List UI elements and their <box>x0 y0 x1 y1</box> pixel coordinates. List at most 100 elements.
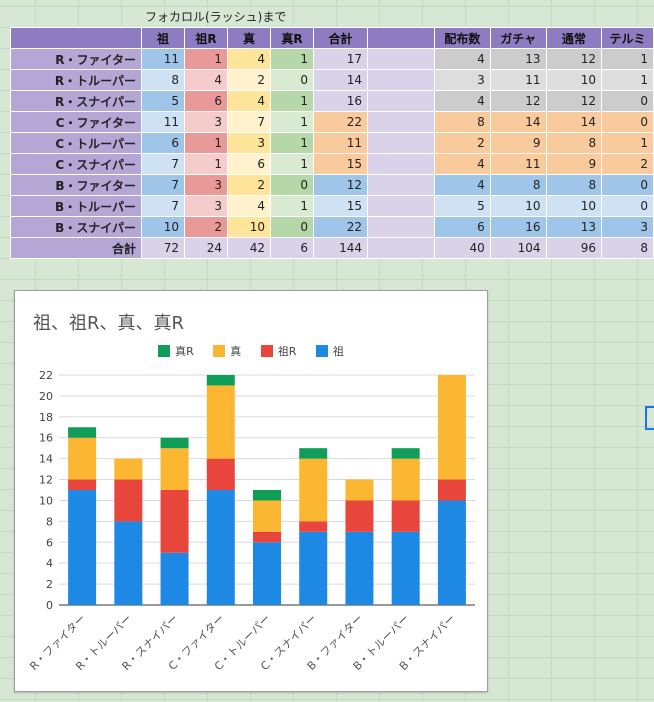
cell-haifu[interactable]: 5 <box>434 195 491 217</box>
cell-shin[interactable]: 7 <box>227 111 271 133</box>
bar-soR[interactable] <box>68 479 97 490</box>
legend-item-shinR[interactable]: 真R <box>158 343 194 359</box>
row-label[interactable]: C・ファイター <box>10 111 142 133</box>
cell-terumi[interactable]: 0 <box>601 111 654 133</box>
bar-soR[interactable] <box>345 500 374 532</box>
cell-shinR[interactable]: 1 <box>270 111 314 133</box>
cell-gacha[interactable]: 10 <box>489 195 547 217</box>
header-terumi[interactable]: テルミ <box>601 27 654 49</box>
bar-shinR[interactable] <box>391 448 420 459</box>
cell-terumi[interactable]: 2 <box>601 153 654 175</box>
cell-tsujo[interactable]: 8 <box>545 132 603 154</box>
cell-soR[interactable]: 6 <box>184 90 228 112</box>
legend-item-so[interactable]: 祖 <box>315 343 344 359</box>
cell-shin[interactable]: 3 <box>227 132 271 154</box>
legend-item-soR[interactable]: 祖R <box>260 343 296 359</box>
spacer-cell[interactable] <box>367 48 438 70</box>
bar-shin[interactable] <box>160 448 189 490</box>
total-total[interactable]: 144 <box>313 237 368 259</box>
cell-soR[interactable]: 3 <box>184 195 228 217</box>
row-label[interactable]: R・スナイパー <box>10 90 142 112</box>
spacer-cell[interactable] <box>367 237 438 259</box>
cell-shinR[interactable]: 1 <box>270 48 314 70</box>
total-so[interactable]: 72 <box>141 237 185 259</box>
cell-total[interactable]: 22 <box>313 216 368 238</box>
cell-haifu[interactable]: 2 <box>434 132 491 154</box>
cell-tsujo[interactable]: 12 <box>545 90 603 112</box>
row-label[interactable]: R・ファイター <box>10 48 142 70</box>
cell-total[interactable]: 12 <box>313 174 368 196</box>
cell-so[interactable]: 7 <box>141 174 185 196</box>
total-shin[interactable]: 42 <box>227 237 271 259</box>
cell-tsujo[interactable]: 13 <box>545 216 603 238</box>
cell-shin[interactable]: 4 <box>227 195 271 217</box>
bar-soR[interactable] <box>253 531 281 543</box>
row-label[interactable]: B・ファイター <box>10 174 142 196</box>
spacer-cell[interactable] <box>367 90 438 112</box>
cell-terumi[interactable]: 0 <box>601 174 654 196</box>
bar-shin[interactable] <box>206 385 235 459</box>
bar-shin[interactable] <box>345 479 374 501</box>
cell-soR[interactable]: 1 <box>184 48 228 70</box>
cell-gacha[interactable]: 12 <box>489 90 547 112</box>
cell-tsujo[interactable]: 12 <box>545 48 603 70</box>
cell-tsujo[interactable]: 10 <box>545 195 603 217</box>
bar-soR[interactable] <box>299 521 328 532</box>
bar-so[interactable] <box>160 552 189 605</box>
cell-haifu[interactable]: 3 <box>434 69 491 91</box>
cell-soR[interactable]: 3 <box>184 174 228 196</box>
bar-shinR[interactable] <box>206 375 235 386</box>
cell-total[interactable]: 16 <box>313 90 368 112</box>
cell-shin[interactable]: 4 <box>227 48 271 70</box>
header-corner[interactable] <box>10 27 142 49</box>
bar-shin[interactable] <box>253 500 281 532</box>
row-label[interactable]: C・トルーパー <box>10 132 142 154</box>
cell-terumi[interactable]: 1 <box>601 48 654 70</box>
bar-shin[interactable] <box>437 375 466 480</box>
spacer-cell[interactable] <box>367 216 438 238</box>
cell-haifu[interactable]: 4 <box>434 90 491 112</box>
cell-gacha[interactable]: 9 <box>489 132 547 154</box>
stacked-bar-chart[interactable]: 祖、祖R、真、真R 真R 真 祖R 祖 0 2 4 6 8 10 12 14 16 18 20 22 R… <box>14 290 488 692</box>
spacer-cell[interactable] <box>367 153 438 175</box>
cell-haifu[interactable]: 8 <box>434 111 491 133</box>
row-label[interactable]: C・スナイパー <box>10 153 142 175</box>
cell-tsujo[interactable]: 8 <box>545 174 603 196</box>
cell-haifu[interactable]: 6 <box>434 216 491 238</box>
row-label[interactable]: B・スナイパー <box>10 216 142 238</box>
cell-terumi[interactable]: 0 <box>601 195 654 217</box>
spacer-cell[interactable] <box>367 69 438 91</box>
cell-shin[interactable]: 2 <box>227 69 271 91</box>
cell-soR[interactable]: 2 <box>184 216 228 238</box>
cell-shin[interactable]: 10 <box>227 216 271 238</box>
spacer-cell[interactable] <box>367 111 438 133</box>
cell-so[interactable]: 10 <box>141 216 185 238</box>
cell-shin[interactable]: 2 <box>227 174 271 196</box>
cell-gacha[interactable]: 11 <box>489 69 547 91</box>
cell-so[interactable]: 5 <box>141 90 185 112</box>
bar-shinR[interactable] <box>253 490 281 501</box>
cell-gacha[interactable]: 16 <box>489 216 547 238</box>
cell-so[interactable]: 7 <box>141 153 185 175</box>
cell-terumi[interactable]: 1 <box>601 132 654 154</box>
bar-so[interactable] <box>68 490 97 605</box>
total-soR[interactable]: 24 <box>184 237 228 259</box>
header-tsujo[interactable]: 通常 <box>545 27 603 49</box>
total-haifu[interactable]: 40 <box>434 237 491 259</box>
cell-gacha[interactable]: 8 <box>489 174 547 196</box>
cell-terumi[interactable]: 0 <box>601 90 654 112</box>
total-gacha[interactable]: 104 <box>489 237 547 259</box>
cell-so[interactable]: 8 <box>141 69 185 91</box>
total-label[interactable]: 合計 <box>10 237 142 259</box>
bar-shin[interactable] <box>68 437 97 480</box>
cell-shinR[interactable]: 0 <box>270 216 314 238</box>
bar-soR[interactable] <box>206 458 235 490</box>
row-label[interactable]: B・トルーパー <box>10 195 142 217</box>
bar-shinR[interactable] <box>160 437 189 449</box>
row-label[interactable]: R・トルーパー <box>10 69 142 91</box>
bar-soR[interactable] <box>114 479 143 522</box>
cell-total[interactable]: 14 <box>313 69 368 91</box>
header-soR[interactable]: 祖R <box>184 27 228 49</box>
spacer-cell[interactable] <box>367 195 438 217</box>
cell-so[interactable]: 6 <box>141 132 185 154</box>
